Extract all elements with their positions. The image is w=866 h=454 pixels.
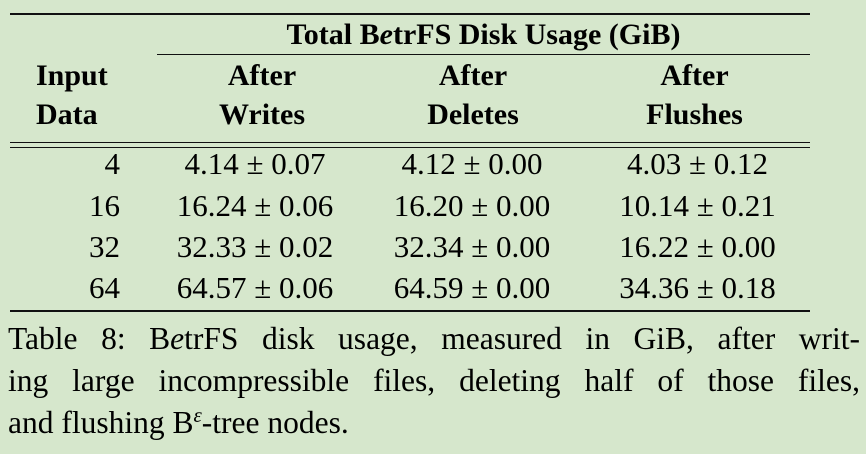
group-header: Total BetrFS Disk Usage (GiB) — [286, 18, 681, 51]
caption-line: ing large incompressible files, deleting… — [8, 363, 860, 398]
cell-writes: 32.33 ± 0.02 — [176, 229, 334, 264]
table-row: 16 16.24 ± 0.06 16.20 ± 0.00 10.14 ± 0.2… — [0, 186, 866, 226]
group-rule — [157, 54, 810, 55]
col-header-flushes-line1: After — [660, 59, 729, 92]
col-header-writes-line1: After — [227, 59, 297, 92]
header-rule-2 — [10, 147, 810, 148]
table-row: 4 4.14 ± 0.07 4.12 ± 0.00 4.03 ± 0.12 — [0, 144, 866, 184]
col-header-input-line2: Data — [36, 98, 98, 131]
cell-flushes: 16.22 ± 0.00 — [619, 229, 776, 264]
cell-input: 64 — [89, 270, 120, 305]
cell-deletes: 64.59 ± 0.00 — [393, 270, 551, 305]
table-caption: Table 8: BetrFS disk usage, measured in … — [8, 318, 860, 444]
col-header-deletes-line1: After — [438, 59, 508, 92]
cell-writes: 16.24 ± 0.06 — [176, 188, 334, 223]
cell-flushes: 34.36 ± 0.18 — [619, 270, 776, 305]
cell-deletes: 32.34 ± 0.00 — [393, 229, 551, 264]
top-rule — [10, 13, 810, 15]
bottom-rule — [10, 310, 810, 312]
header-rule-1 — [10, 142, 810, 143]
cell-input: 16 — [89, 188, 120, 223]
col-header-input-line1: Input — [36, 59, 108, 92]
cell-flushes: 10.14 ± 0.21 — [619, 188, 776, 223]
cell-input: 4 — [104, 146, 121, 181]
cell-writes: 4.14 ± 0.07 — [184, 146, 326, 181]
col-header-deletes-line2: Deletes — [427, 98, 519, 131]
table-row: 32 32.33 ± 0.02 32.34 ± 0.00 16.22 ± 0.0… — [0, 227, 866, 267]
table-row: 64 64.57 ± 0.06 64.59 ± 0.00 34.36 ± 0.1… — [0, 268, 866, 308]
caption-line: Table 8: BetrFS disk usage, measured in … — [8, 321, 860, 356]
cell-deletes: 4.12 ± 0.00 — [401, 146, 543, 181]
cell-deletes: 16.20 ± 0.00 — [393, 188, 551, 223]
cell-input: 32 — [89, 229, 120, 264]
col-header-writes-line2: Writes — [218, 98, 306, 131]
cell-writes: 64.57 ± 0.06 — [176, 270, 334, 305]
col-header-flushes-line2: Flushes — [646, 98, 743, 131]
cell-flushes: 4.03 ± 0.12 — [626, 146, 768, 181]
caption-line: and flushing Bε-tree nodes. — [8, 403, 349, 441]
